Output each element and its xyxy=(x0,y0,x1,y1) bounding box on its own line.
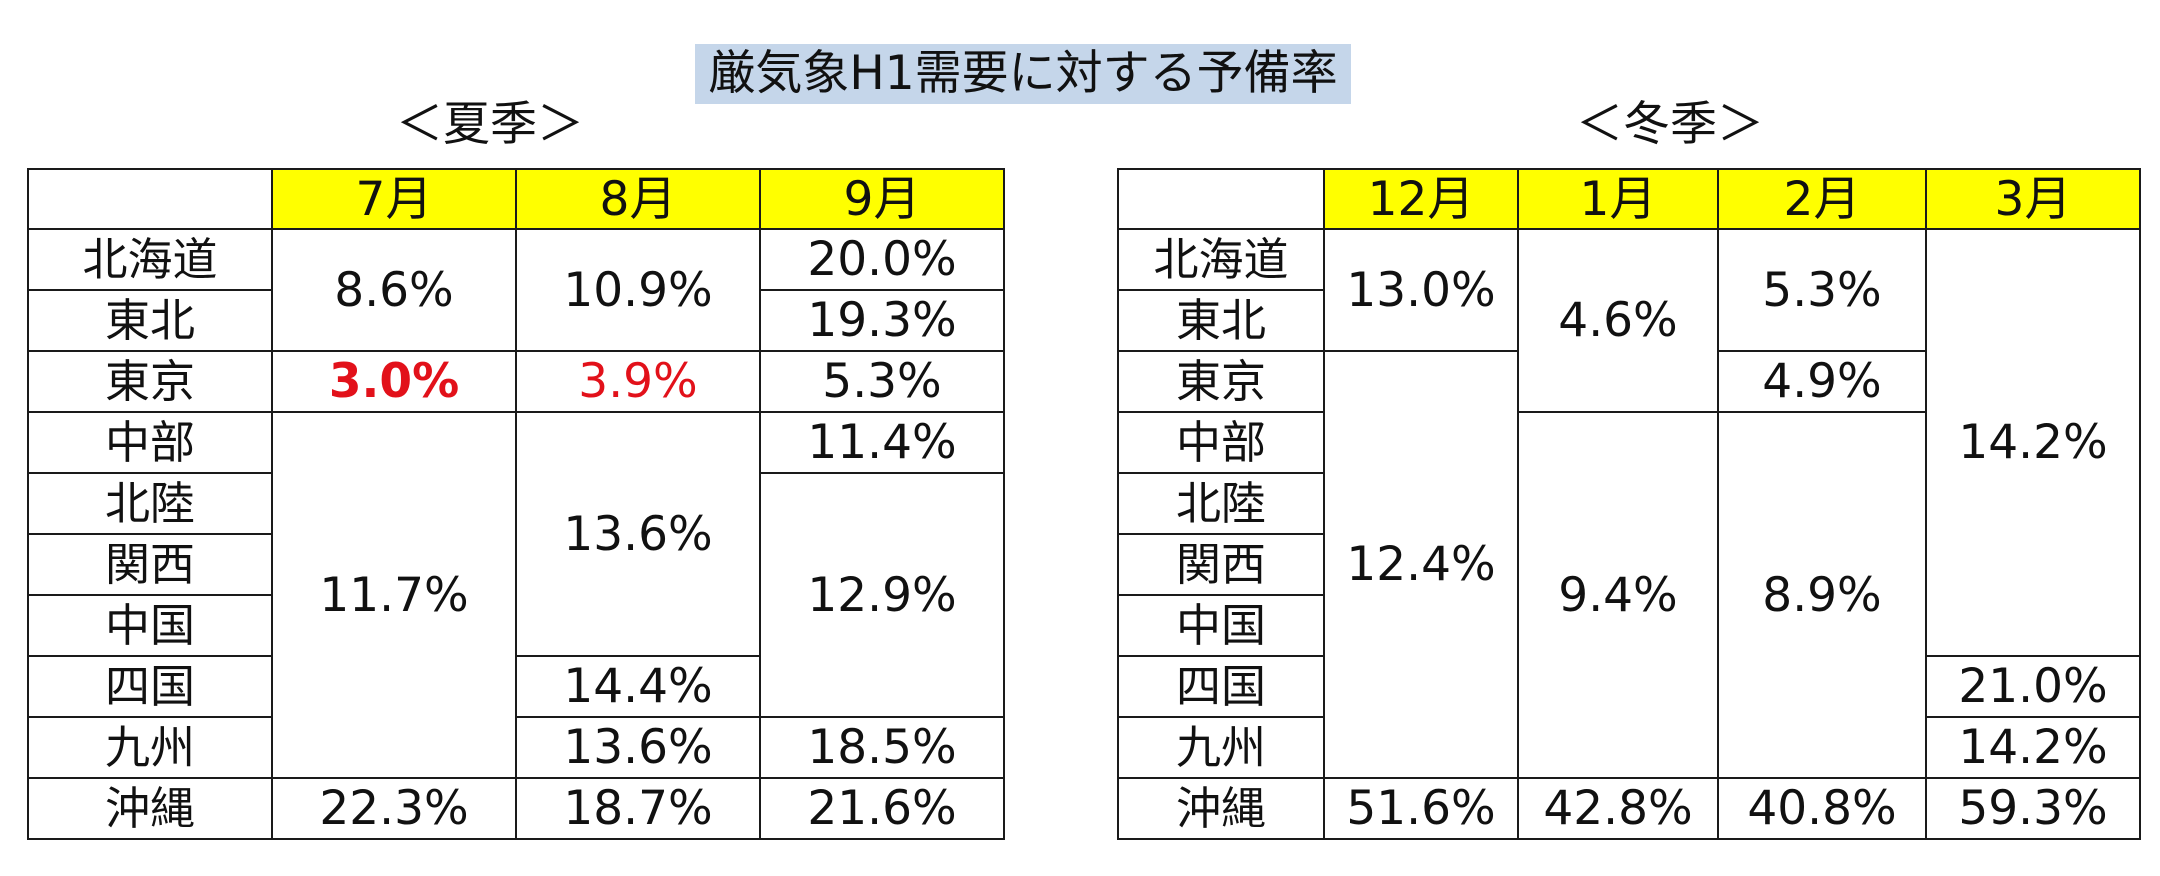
month-header: 3月 xyxy=(1925,168,2141,230)
month-header: 9月 xyxy=(759,168,1005,230)
value-cell: 20.0% xyxy=(759,228,1005,291)
month-header: 2月 xyxy=(1717,168,1927,230)
value-cell: 14.2% xyxy=(1925,228,2141,657)
region-kansai: 関西 xyxy=(27,533,273,596)
region-kyushu: 九州 xyxy=(27,716,273,779)
value-cell: 3.9% xyxy=(515,350,761,413)
region-okinawa: 沖縄 xyxy=(27,777,273,840)
region-shikoku: 四国 xyxy=(27,655,273,718)
corner-cell xyxy=(27,168,273,230)
value-cell: 11.4% xyxy=(759,411,1005,474)
value-cell: 22.3% xyxy=(271,777,517,840)
value-cell: 21.6% xyxy=(759,777,1005,840)
value-cell: 4.6% xyxy=(1517,228,1719,413)
value-cell: 3.0% xyxy=(271,350,517,413)
summer-label: ＜夏季＞ xyxy=(396,97,584,152)
value-cell: 13.6% xyxy=(515,716,761,779)
value-cell: 13.0% xyxy=(1323,228,1519,352)
region-kyushu: 九州 xyxy=(1117,716,1325,779)
corner-cell xyxy=(1117,168,1325,230)
region-tokyo: 東京 xyxy=(27,350,273,413)
winter-reserve-table: 12月 1月 2月 3月 北海道 13.0% 4.6% 5.3% 14.2% 東… xyxy=(1117,168,2141,840)
region-shikoku: 四国 xyxy=(1117,655,1325,718)
value-cell: 5.3% xyxy=(759,350,1005,413)
summer-reserve-table: 7月 8月 9月 北海道 8.6% 10.9% 20.0% 東北 19.3% 東… xyxy=(27,168,1005,840)
value-cell: 14.4% xyxy=(515,655,761,718)
region-okinawa: 沖縄 xyxy=(1117,777,1325,840)
region-tohoku: 東北 xyxy=(27,289,273,352)
value-cell: 19.3% xyxy=(759,289,1005,352)
value-cell: 12.9% xyxy=(759,472,1005,718)
region-tohoku: 東北 xyxy=(1117,289,1325,352)
value-cell: 9.4% xyxy=(1517,411,1719,779)
value-cell: 13.6% xyxy=(515,411,761,657)
region-chubu: 中部 xyxy=(27,411,273,474)
month-header: 1月 xyxy=(1517,168,1719,230)
value-cell: 18.5% xyxy=(759,716,1005,779)
value-cell: 14.2% xyxy=(1925,716,2141,779)
value-cell: 18.7% xyxy=(515,777,761,840)
value-cell: 11.7% xyxy=(271,411,517,779)
value-cell: 42.8% xyxy=(1517,777,1719,840)
region-hokuriku: 北陸 xyxy=(1117,472,1325,535)
winter-label: ＜冬季＞ xyxy=(1576,97,1764,152)
value-cell: 21.0% xyxy=(1925,655,2141,718)
page-title: 厳気象H1需要に対する予備率 xyxy=(695,44,1351,104)
value-cell: 4.9% xyxy=(1717,350,1927,413)
value-cell: 51.6% xyxy=(1323,777,1519,840)
value-cell: 10.9% xyxy=(515,228,761,352)
region-chubu: 中部 xyxy=(1117,411,1325,474)
value-cell: 8.9% xyxy=(1717,411,1927,779)
region-chugoku: 中国 xyxy=(1117,594,1325,657)
region-kansai: 関西 xyxy=(1117,533,1325,596)
region-hokuriku: 北陸 xyxy=(27,472,273,535)
region-chugoku: 中国 xyxy=(27,594,273,657)
value-cell: 8.6% xyxy=(271,228,517,352)
month-header: 12月 xyxy=(1323,168,1519,230)
value-cell: 12.4% xyxy=(1323,350,1519,779)
region-tokyo: 東京 xyxy=(1117,350,1325,413)
region-hokkaido: 北海道 xyxy=(27,228,273,291)
value-cell: 59.3% xyxy=(1925,777,2141,840)
value-cell: 40.8% xyxy=(1717,777,1927,840)
month-header: 7月 xyxy=(271,168,517,230)
value-cell: 5.3% xyxy=(1717,228,1927,352)
region-hokkaido: 北海道 xyxy=(1117,228,1325,291)
month-header: 8月 xyxy=(515,168,761,230)
